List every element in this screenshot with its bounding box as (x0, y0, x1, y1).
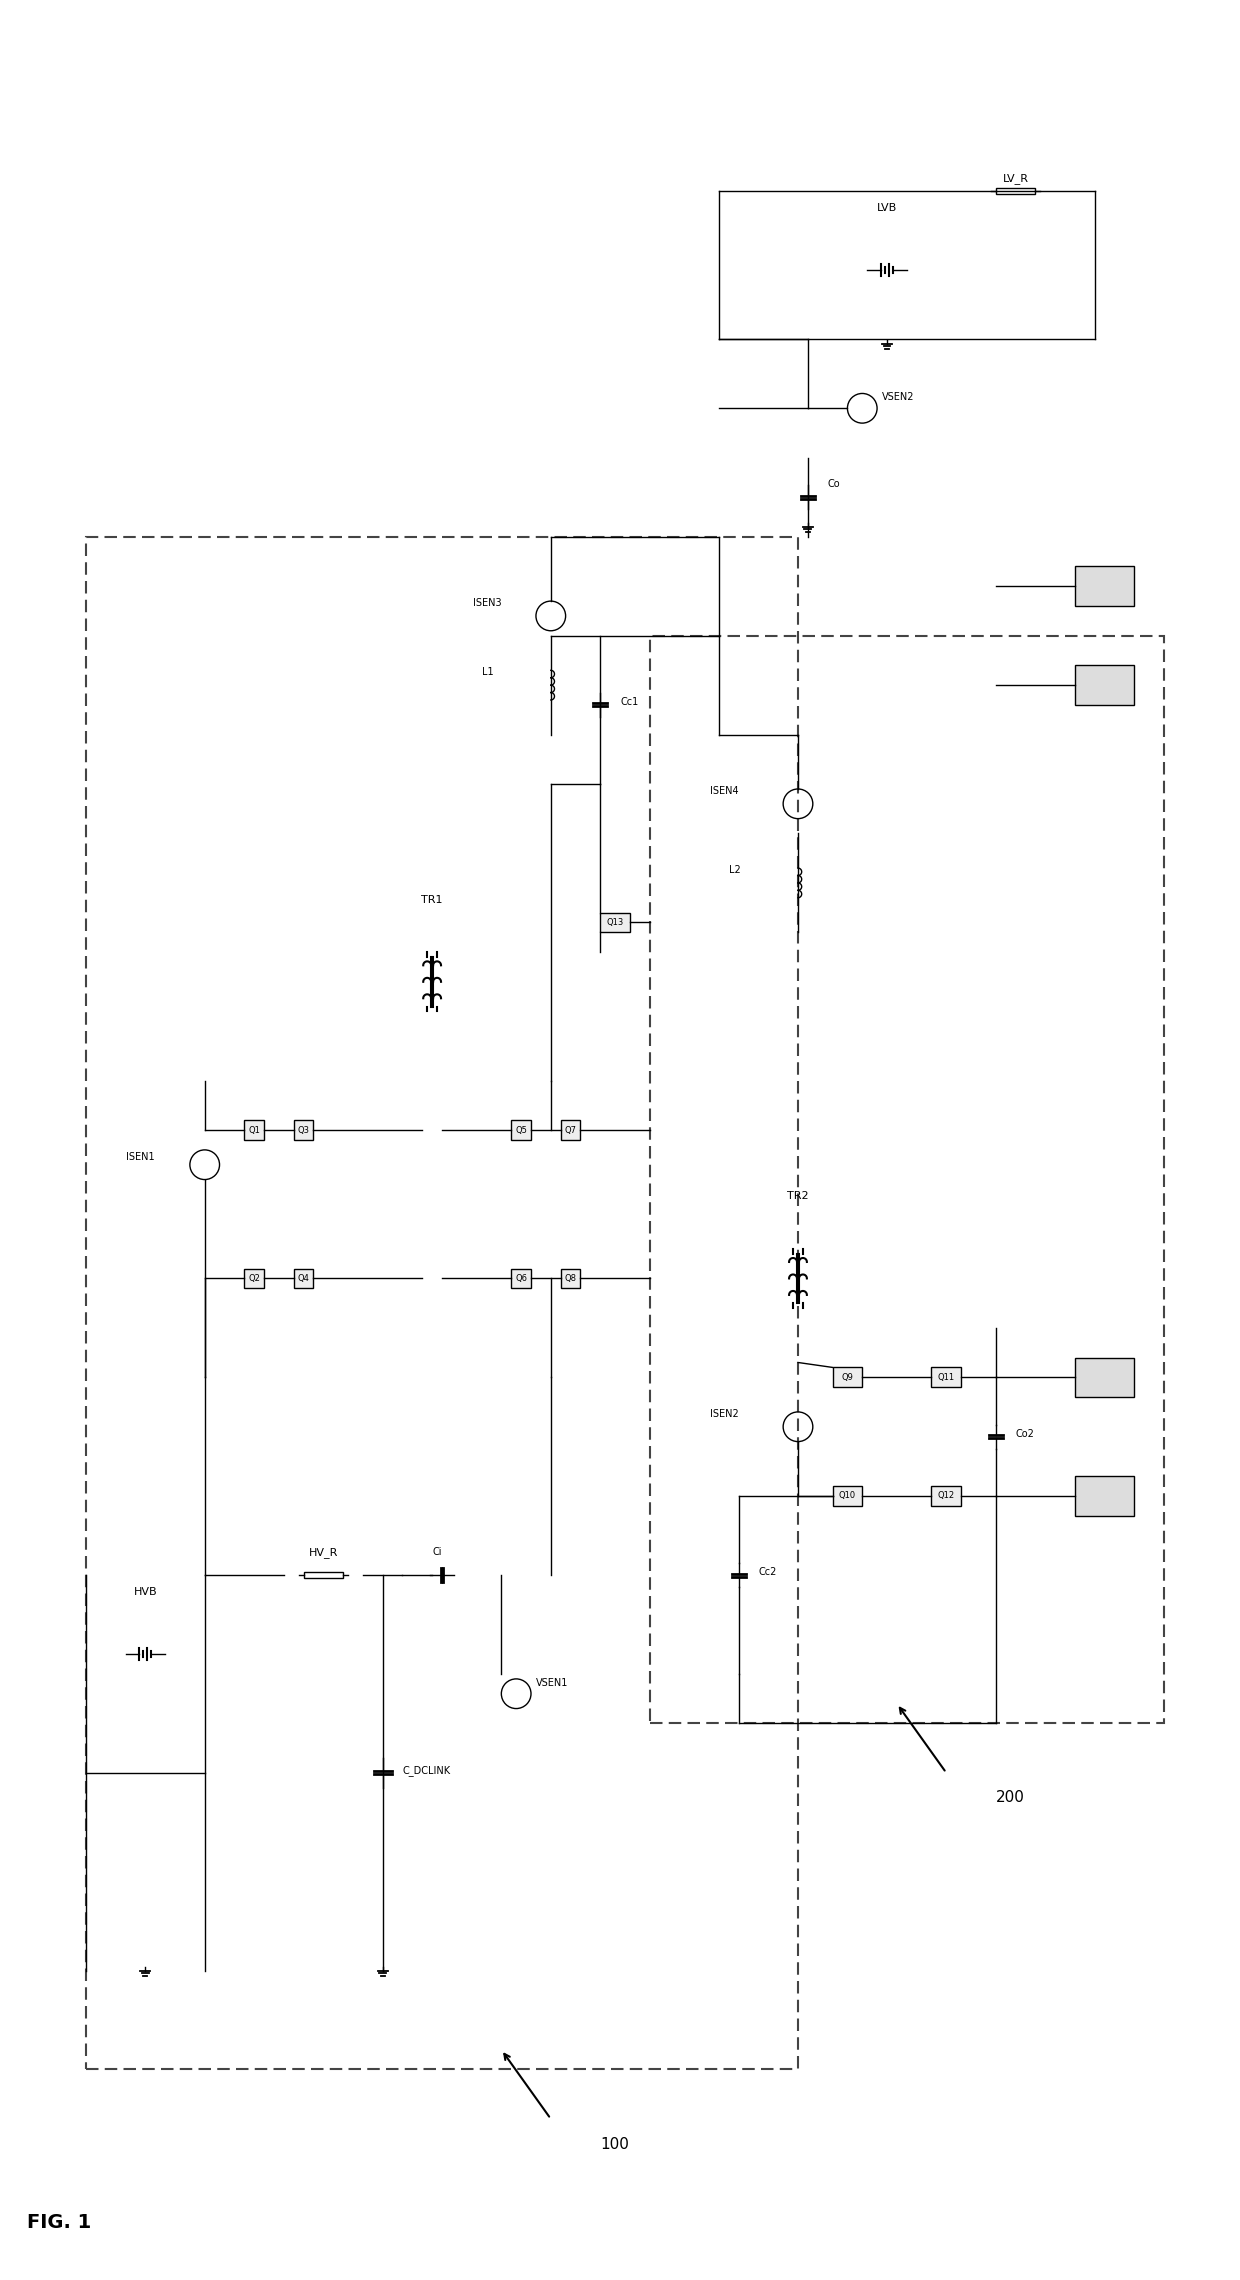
Text: HV_R: HV_R (309, 1548, 339, 1557)
Text: C_DCLINK: C_DCLINK (403, 1765, 450, 1776)
Bar (931, 1368, 961, 1386)
Bar (832, 1487, 862, 1505)
Text: ISEN1: ISEN1 (125, 1151, 154, 1163)
Bar (560, 1119, 580, 1140)
Text: LV_R: LV_R (1002, 173, 1028, 185)
Text: Ci: Ci (432, 1548, 441, 1557)
Bar (931, 1487, 961, 1505)
Text: Q11: Q11 (937, 1373, 955, 1382)
Bar (996, 187, 1035, 194)
Bar (1075, 1475, 1135, 1516)
Bar (86, 536, 799, 2070)
Text: Q3: Q3 (298, 1126, 310, 1135)
Bar (650, 636, 1164, 1724)
Text: Cc2: Cc2 (759, 1566, 776, 1578)
Text: ISEN4: ISEN4 (711, 787, 739, 796)
Text: L2: L2 (729, 864, 740, 876)
Text: ISEN3: ISEN3 (472, 597, 501, 609)
Text: VSEN2: VSEN2 (882, 392, 915, 401)
Text: Q8: Q8 (564, 1275, 577, 1284)
Text: Q10: Q10 (839, 1491, 856, 1500)
Text: Q13: Q13 (606, 919, 624, 928)
Bar (304, 1573, 343, 1578)
Text: Q1: Q1 (248, 1126, 260, 1135)
Bar (560, 1268, 580, 1288)
Bar (294, 1119, 314, 1140)
Bar (600, 912, 630, 933)
Bar (244, 1119, 264, 1140)
Bar (511, 1268, 531, 1288)
Text: Q7: Q7 (564, 1126, 577, 1135)
Bar (1075, 1357, 1135, 1398)
Bar (244, 1268, 264, 1288)
Text: Q5: Q5 (515, 1126, 527, 1135)
Text: Co2: Co2 (1016, 1430, 1034, 1439)
Text: ISEN2: ISEN2 (711, 1409, 739, 1418)
Text: Q6: Q6 (515, 1275, 527, 1284)
Bar (294, 1268, 314, 1288)
Bar (511, 1119, 531, 1140)
Text: 200: 200 (996, 1790, 1024, 1806)
Text: Q4: Q4 (298, 1275, 310, 1284)
Text: VSEN1: VSEN1 (536, 1678, 568, 1687)
Text: LVB: LVB (877, 203, 897, 212)
Text: 100: 100 (600, 2136, 629, 2152)
Text: Q2: Q2 (248, 1275, 260, 1284)
Text: Cc1: Cc1 (620, 698, 639, 707)
Text: TR1: TR1 (422, 894, 443, 905)
Text: TR2: TR2 (787, 1192, 808, 1202)
Text: HVB: HVB (134, 1587, 157, 1596)
Text: Co: Co (827, 479, 841, 490)
Text: Q12: Q12 (937, 1491, 955, 1500)
Text: L1: L1 (481, 668, 494, 677)
Bar (1075, 565, 1135, 606)
Text: FIG. 1: FIG. 1 (27, 2212, 91, 2232)
Bar (1075, 666, 1135, 705)
Bar (832, 1368, 862, 1386)
Text: Q9: Q9 (842, 1373, 853, 1382)
